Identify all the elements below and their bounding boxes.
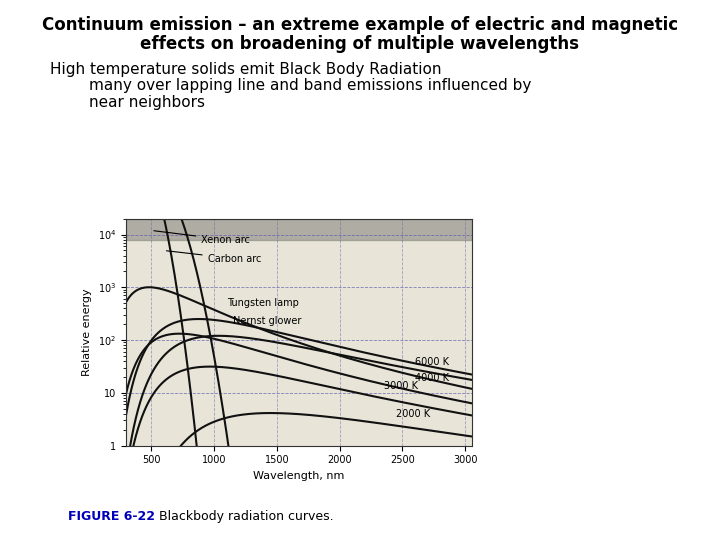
Text: Xenon arc: Xenon arc (154, 231, 251, 245)
Text: Nernst glower: Nernst glower (233, 316, 301, 326)
Text: 6000 K: 6000 K (415, 357, 449, 367)
X-axis label: Wavelength, nm: Wavelength, nm (253, 471, 344, 481)
Text: effects on broadening of multiple wavelengths: effects on broadening of multiple wavele… (140, 35, 580, 53)
Text: Blackbody radiation curves.: Blackbody radiation curves. (151, 510, 334, 523)
Text: Continuum emission – an extreme example of electric and magnetic: Continuum emission – an extreme example … (42, 16, 678, 34)
Text: many over lapping line and band emissions influenced by: many over lapping line and band emission… (50, 78, 532, 93)
Text: 3000 K: 3000 K (384, 381, 418, 391)
Text: High temperature solids emit Black Body Radiation: High temperature solids emit Black Body … (50, 62, 442, 77)
Text: near neighbors: near neighbors (50, 94, 205, 110)
Y-axis label: Relative energy: Relative energy (82, 288, 92, 376)
Bar (126, 219, 472, 240)
Text: 2000 K: 2000 K (396, 409, 431, 419)
Text: Carbon arc: Carbon arc (166, 251, 261, 264)
Text: 4000 K: 4000 K (415, 373, 449, 383)
Text: Tungsten lamp: Tungsten lamp (227, 298, 298, 308)
Text: FIGURE 6-22: FIGURE 6-22 (68, 510, 156, 523)
